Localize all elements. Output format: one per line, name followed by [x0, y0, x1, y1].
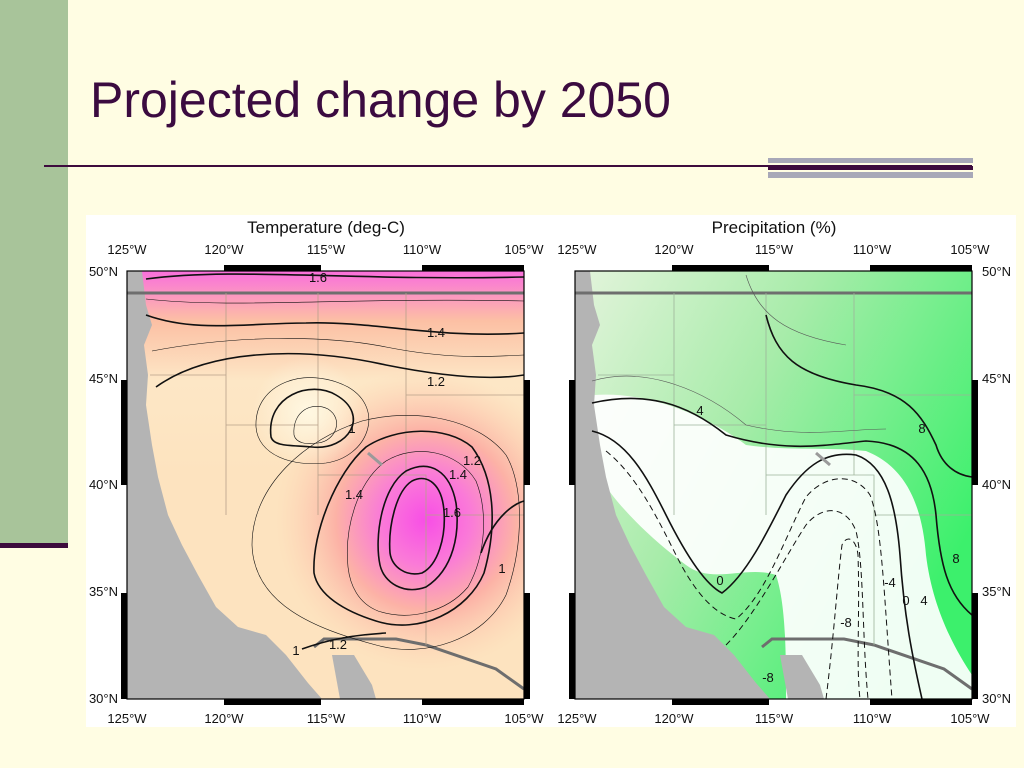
precipitation-map: Precipitation (%) [557, 218, 1011, 726]
temp-lat-tick-4: 35°N [89, 584, 118, 599]
temp-contour-label: 1.4 [427, 325, 445, 340]
temp-lon-tick-bottom-3: 115°W [307, 711, 346, 726]
temp-lon-tick-bottom-5: 105°W [504, 711, 544, 726]
temp-contour-label: 1.6 [309, 270, 327, 285]
temp-lat-tick-2: 45°N [89, 371, 118, 386]
precip-contour-label: 4 [920, 593, 927, 608]
temp-lon-tick-top-1: 125°W [107, 242, 147, 257]
temperature-map-field [127, 271, 524, 699]
temp-contour-label: 1.2 [427, 374, 445, 389]
temperature-map: Temperature (deg-C) [89, 218, 544, 726]
precip-contour-label: 0 [716, 573, 723, 588]
precip-contour-label: 4 [696, 403, 703, 418]
precip-contour-label: -8 [762, 670, 774, 685]
temp-lon-tick-bottom-4: 110°W [403, 711, 442, 726]
temp-contour-label: 1.4 [345, 487, 363, 502]
precip-contour-label: 8 [952, 551, 959, 566]
precip-lon-tick-bottom-4: 110°W [853, 711, 892, 726]
temp-lon-tick-top-5: 105°W [504, 242, 544, 257]
left-accent-band [0, 0, 68, 548]
temp-contour-label: 1.2 [463, 453, 481, 468]
temperature-map-title: Temperature (deg-C) [247, 218, 405, 237]
temp-contour-label: 1 [498, 561, 505, 576]
precip-lon-tick-bottom-5: 105°W [950, 711, 990, 726]
temp-lon-tick-top-2: 120°W [204, 242, 244, 257]
precip-lon-tick-bottom-3: 115°W [755, 711, 794, 726]
temperature-map-ocean [127, 271, 322, 699]
precip-lat-tick-4: 35°N [982, 584, 1011, 599]
precip-contour-label: 0 [902, 593, 909, 608]
precip-contour-label: 8 [918, 421, 925, 436]
precip-lon-tick-top-3: 115°W [755, 242, 794, 257]
temp-contour-label: 1.4 [449, 467, 467, 482]
map-figure-svg: Temperature (deg-C) [89, 218, 1011, 726]
precipitation-map-gulf [780, 655, 824, 699]
temp-lat-tick-3: 40°N [89, 477, 118, 492]
precip-lon-tick-top-4: 110°W [853, 242, 892, 257]
temp-lon-tick-bottom-2: 120°W [204, 711, 244, 726]
left-accent-rule [0, 543, 68, 548]
precip-lat-tick-2: 45°N [982, 371, 1011, 386]
map-figure: Temperature (deg-C) [86, 215, 1016, 727]
temp-contour-label: 1 [292, 643, 299, 658]
slide-title: Projected change by 2050 [90, 72, 671, 128]
precip-lon-tick-bottom-2: 120°W [654, 711, 694, 726]
precipitation-map-title: Precipitation (%) [712, 218, 837, 237]
precipitation-map-field [575, 271, 972, 699]
precip-lon-tick-bottom-1: 125°W [557, 711, 597, 726]
precip-lat-tick-1: 50°N [982, 264, 1011, 279]
temp-lat-tick-5: 30°N [89, 691, 118, 706]
precip-lon-tick-top-1: 125°W [557, 242, 597, 257]
precip-lon-tick-top-2: 120°W [654, 242, 694, 257]
temp-contour-label: 1.6 [443, 505, 461, 520]
precip-lat-tick-3: 40°N [982, 477, 1011, 492]
precip-lat-tick-5: 30°N [982, 691, 1011, 706]
precip-contour-label: -8 [840, 615, 852, 630]
temp-lat-tick-1: 50°N [89, 264, 118, 279]
title-divider [44, 165, 972, 167]
temp-lon-tick-top-4: 110°W [403, 242, 442, 257]
precip-lon-tick-top-5: 105°W [950, 242, 990, 257]
precipitation-map-ocean [575, 271, 770, 699]
temp-contour-label: 1 [348, 421, 355, 436]
temperature-map-gulf [332, 655, 376, 699]
temp-contour-label: 1.2 [329, 637, 347, 652]
temp-lon-tick-bottom-1: 125°W [107, 711, 147, 726]
temp-lon-tick-top-3: 115°W [307, 242, 346, 257]
precip-contour-label: -4 [884, 575, 896, 590]
title-divider-accent [768, 158, 973, 178]
